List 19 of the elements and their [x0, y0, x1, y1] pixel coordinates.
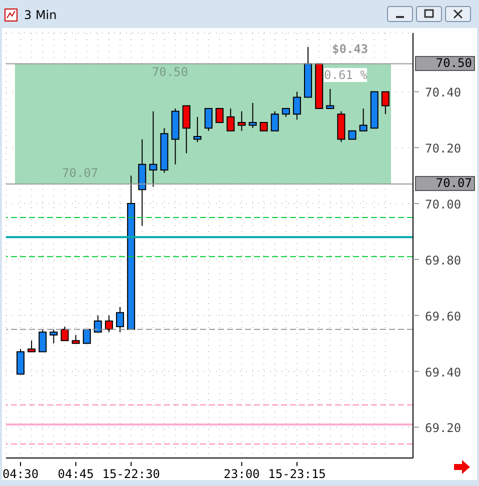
annotation: 70.07: [62, 166, 98, 180]
y-tick-label: 69.80: [425, 253, 462, 268]
y-tick-label: 69.20: [425, 421, 462, 436]
x-tick-label: 04:45: [58, 467, 94, 481]
y-tick-label: 70.00: [425, 198, 462, 212]
chart-title: 3 Min: [24, 8, 57, 22]
ref-line-label: 70.50: [415, 56, 475, 71]
y-tick-label: 69.40: [425, 365, 462, 380]
x-tick-label: 04:30: [2, 467, 39, 481]
x-tick-label: 15-22:30: [102, 467, 160, 481]
annotation: 70.50: [152, 64, 188, 79]
x-tick-label: 23:00: [224, 467, 260, 481]
y-tick-label: 70.40: [425, 86, 462, 100]
y-tick-label: 70.20: [425, 142, 462, 156]
ref-line-label: 70.07: [415, 176, 475, 191]
candlestick: [149, 111, 158, 187]
y-tick-label: 69.60: [425, 309, 462, 324]
x-tick-label: 15-23:15: [268, 467, 326, 481]
annotation: $0.43: [332, 42, 368, 56]
